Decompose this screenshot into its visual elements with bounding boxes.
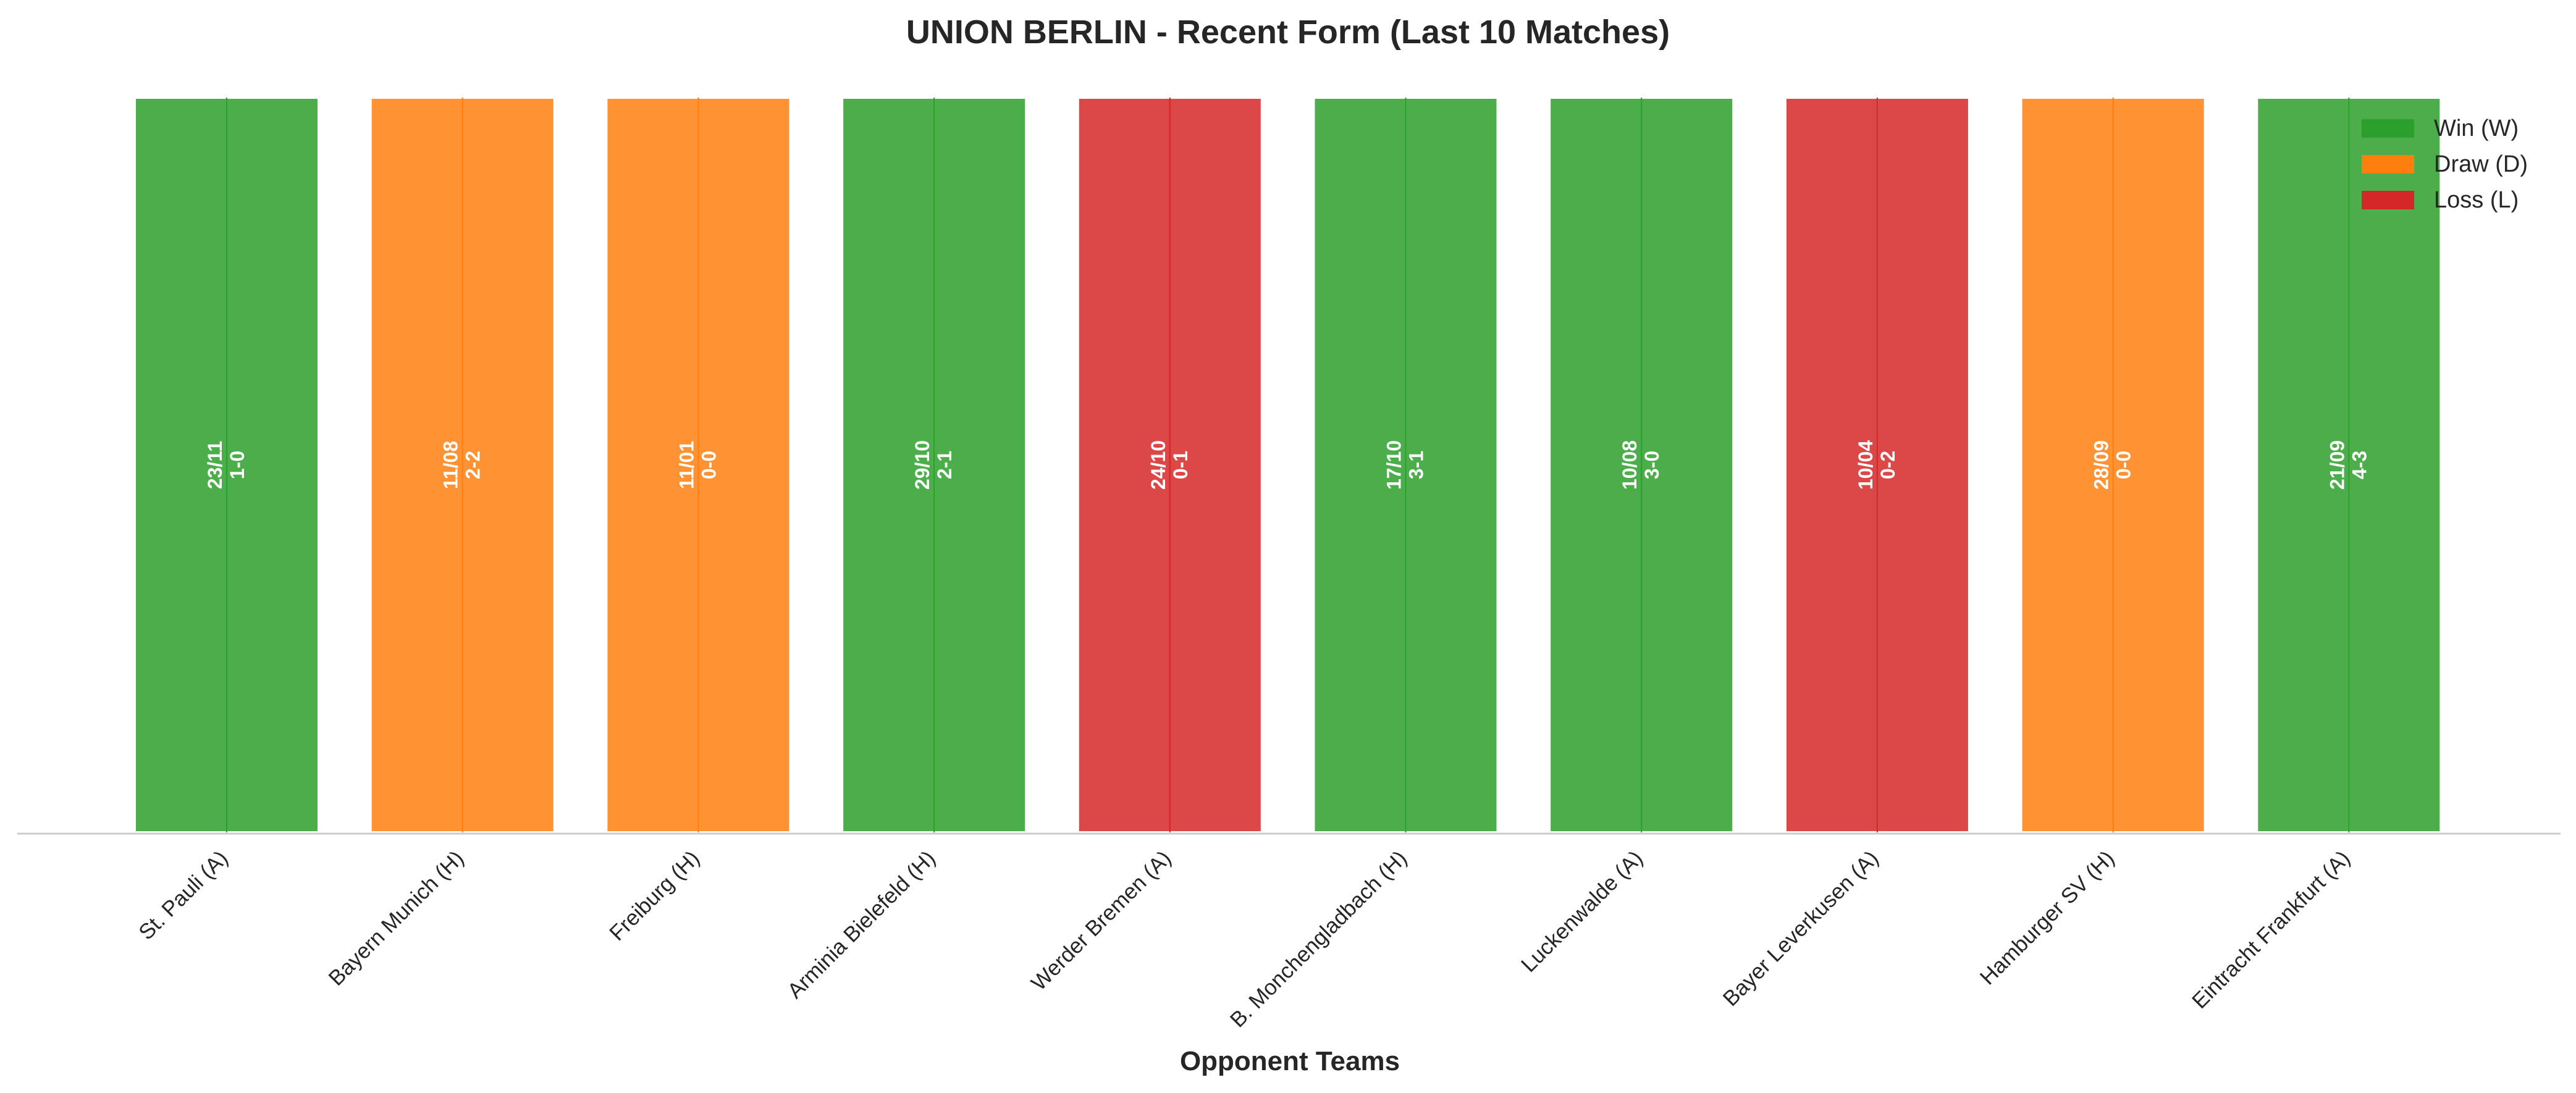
match-score: 0-1 (1169, 451, 1192, 479)
x-tick-label: Werder Bremen (A) (1027, 846, 1176, 995)
bar-labels-group: 23/111-0 11/082-2 11/010-0 29/102-1 24/100-1… (204, 440, 2370, 490)
match-date: 24/10 (1147, 440, 1169, 490)
match-score: 3-0 (1641, 451, 1663, 479)
match-date: 28/09 (2090, 440, 2113, 490)
legend: Win (W) Draw (D) Loss (L) (2362, 115, 2528, 213)
bar-label: 10/040-2 (1854, 440, 1899, 490)
match-score: 4-3 (2348, 451, 2370, 479)
match-score: 0-0 (697, 451, 720, 479)
chart-title: UNION BERLIN - Recent Form (Last 10 Matc… (906, 14, 1670, 51)
bar-label: 24/100-1 (1147, 440, 1192, 490)
bar-label: 29/102-1 (911, 440, 956, 490)
bar-label: 11/082-2 (440, 441, 484, 489)
match-date: 23/11 (204, 441, 226, 489)
bar-label: 11/010-0 (675, 441, 720, 489)
bar-label: 10/083-0 (1618, 440, 1663, 490)
legend-swatch (2362, 191, 2414, 209)
legend-label: Win (W) (2434, 115, 2519, 141)
x-tick-label: Arminia Bielefeld (H) (783, 846, 940, 1003)
match-date: 10/08 (1618, 440, 1641, 490)
x-tick-label: Bayer Leverkusen (A) (1719, 846, 1884, 1011)
legend-swatch (2362, 155, 2414, 174)
match-date: 11/08 (440, 441, 462, 489)
bar-label: 21/094-3 (2326, 440, 2370, 490)
match-score: 2-2 (462, 451, 484, 479)
x-tick-label: Luckenwalde (A) (1517, 846, 1648, 977)
x-tick-label: Bayern Munich (H) (324, 846, 468, 990)
legend-swatch (2362, 119, 2414, 138)
x-tick-label: Freiburg (H) (605, 846, 704, 945)
bar-label: 17/103-1 (1383, 440, 1428, 490)
legend-label: Draw (D) (2434, 151, 2528, 177)
match-date: 29/10 (911, 440, 933, 490)
legend-label: Loss (L) (2434, 187, 2519, 213)
x-tick-label: St. Pauli (A) (134, 846, 233, 945)
match-score: 2-1 (933, 451, 956, 479)
x-tick-label: Hamburger SV (H) (1976, 846, 2119, 989)
match-score: 3-1 (1405, 451, 1428, 479)
match-date: 21/09 (2326, 440, 2348, 490)
match-date: 11/01 (675, 441, 697, 489)
match-score: 0-2 (1877, 451, 1899, 479)
bar-label: 28/090-0 (2090, 440, 2135, 490)
x-axis-label: Opponent Teams (1180, 1046, 1400, 1076)
x-tick-label: B. Monchengladbach (H) (1226, 846, 1412, 1032)
bar-label: 23/111-0 (204, 441, 248, 489)
bars-group (133, 96, 2443, 834)
match-score: 0-0 (2113, 451, 2135, 479)
x-tick-label: Eintracht Frankfurt (A) (2187, 846, 2355, 1013)
match-date: 17/10 (1383, 440, 1405, 490)
match-score: 1-0 (226, 451, 248, 479)
match-date: 10/04 (1854, 440, 1877, 490)
x-tick-labels: St. Pauli (A) Bayern Munich (H) Freiburg (… (134, 846, 2355, 1032)
